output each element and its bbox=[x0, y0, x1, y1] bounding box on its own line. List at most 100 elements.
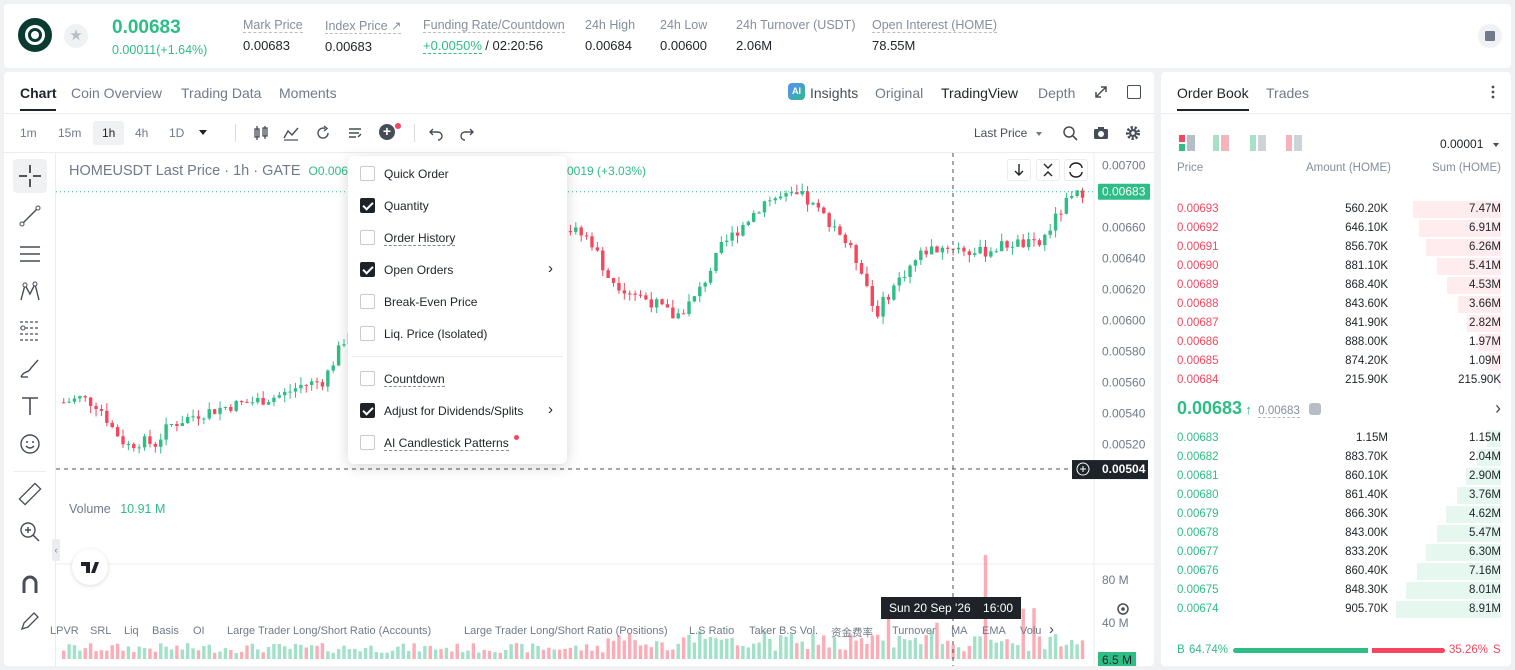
undo-icon[interactable] bbox=[428, 125, 444, 144]
indicator-ls-ratio[interactable]: L.S Ratio bbox=[689, 625, 735, 637]
bid-row[interactable]: 0.00682 883.70K 2.04M bbox=[1161, 448, 1511, 467]
checkbox[interactable] bbox=[360, 198, 375, 213]
brush-tool-icon[interactable] bbox=[18, 356, 42, 383]
stat-index-price[interactable]: Index Price ↗ 0.00683 bbox=[325, 18, 402, 54]
fibonacci-tool-icon[interactable] bbox=[18, 318, 42, 345]
timeframe-4h[interactable]: 4h bbox=[135, 126, 149, 140]
templates-icon[interactable] bbox=[347, 125, 363, 144]
text-tool-icon[interactable] bbox=[18, 394, 42, 421]
pattern-tool-icon[interactable] bbox=[18, 280, 42, 307]
tick-size-select[interactable]: 0.00001 bbox=[1440, 137, 1499, 151]
menu-item-liq-price[interactable]: Liq. Price (Isolated) bbox=[348, 318, 567, 348]
ask-row[interactable]: 0.00691 856.70K 6.26M bbox=[1161, 238, 1511, 257]
indicator-lpvr[interactable]: LPVR bbox=[50, 625, 79, 637]
indicator-basis[interactable]: Basis bbox=[152, 625, 179, 637]
checkbox[interactable] bbox=[360, 230, 375, 245]
ask-row[interactable]: 0.00689 868.40K 4.53M bbox=[1161, 276, 1511, 295]
tab-order-book[interactable]: Order Book bbox=[1177, 85, 1249, 101]
mid-price[interactable]: 0.00683 ↑ 0.00683 › bbox=[1177, 398, 1507, 424]
checkbox[interactable] bbox=[360, 166, 375, 181]
view-both-icon[interactable] bbox=[1179, 135, 1195, 154]
bid-row[interactable]: 0.00683 1.15M 1.15M bbox=[1161, 429, 1511, 448]
tab-moments[interactable]: Moments bbox=[279, 85, 337, 101]
menu-item-quick-order[interactable]: Quick Order bbox=[348, 158, 567, 188]
timeframe-1m[interactable]: 1m bbox=[20, 126, 37, 140]
view-bids-split-icon[interactable] bbox=[1213, 135, 1229, 154]
favorite-star-icon[interactable]: ★ bbox=[64, 24, 88, 48]
replay-icon[interactable] bbox=[315, 125, 331, 144]
candle-type-icon[interactable] bbox=[253, 125, 269, 144]
view-bids-icon[interactable] bbox=[1250, 135, 1266, 154]
bid-row[interactable]: 0.00677 833.20K 6.30M bbox=[1161, 543, 1511, 562]
ask-row[interactable]: 0.00692 646.10K 6.91M bbox=[1161, 219, 1511, 238]
ask-row[interactable]: 0.00693 560.20K 7.47M bbox=[1161, 200, 1511, 219]
indicator-ma[interactable]: MA bbox=[951, 625, 968, 637]
indicator-ema[interactable]: EMA bbox=[982, 625, 1006, 637]
more-options-icon[interactable] bbox=[1489, 84, 1497, 100]
checkbox[interactable] bbox=[360, 403, 375, 418]
ask-row[interactable]: 0.00687 841.90K 2.82M bbox=[1161, 314, 1511, 333]
price-chart[interactable]: 0.00700 0.00660 0.00640 0.00620 0.00600 0.005… bbox=[56, 153, 1154, 666]
timeframe-15m[interactable]: 15m bbox=[58, 126, 82, 140]
collapse-toolbar-icon[interactable]: ‹ bbox=[52, 539, 60, 561]
checkbox[interactable] bbox=[360, 294, 375, 309]
notebook-icon[interactable] bbox=[1478, 24, 1502, 48]
indicator-funding-rate[interactable]: 资金费率 bbox=[831, 627, 873, 639]
ruler-tool-icon[interactable] bbox=[18, 482, 42, 509]
trend-line-tool-icon[interactable] bbox=[18, 204, 42, 231]
menu-item-order-history[interactable]: Order History bbox=[348, 222, 567, 252]
menu-item-adjust-dividends[interactable]: Adjust for Dividends/Splits › bbox=[348, 395, 567, 425]
menu-item-countdown[interactable]: Countdown bbox=[348, 363, 567, 393]
menu-item-ai-candlestick[interactable]: AI Candlestick Patterns bbox=[348, 427, 567, 457]
view-depth[interactable]: Depth bbox=[1038, 85, 1076, 101]
emoji-tool-icon[interactable] bbox=[18, 432, 42, 459]
indicator-turnover[interactable]: Turnover bbox=[892, 625, 936, 637]
horizontal-lines-tool-icon[interactable] bbox=[18, 242, 42, 269]
indicators-icon[interactable] bbox=[283, 125, 299, 144]
bid-row[interactable]: 0.00674 905.70K 8.91M bbox=[1161, 600, 1511, 619]
collapse-icon[interactable] bbox=[1036, 159, 1060, 181]
magnet-tool-icon[interactable] bbox=[18, 573, 42, 600]
bid-row[interactable]: 0.00675 848.30K 8.01M bbox=[1161, 581, 1511, 600]
expand-icon[interactable] bbox=[1092, 83, 1110, 101]
timeframe-dropdown-icon[interactable] bbox=[199, 130, 207, 135]
checkbox[interactable] bbox=[360, 371, 375, 386]
menu-item-open-orders[interactable]: Open Orders › bbox=[348, 254, 567, 284]
time-axis-settings-icon[interactable] bbox=[1116, 602, 1130, 619]
checkbox[interactable] bbox=[360, 435, 375, 450]
timeframe-1d[interactable]: 1D bbox=[169, 126, 185, 140]
bid-row[interactable]: 0.00681 860.10K 2.90M bbox=[1161, 467, 1511, 486]
chevron-right-icon[interactable]: › bbox=[1049, 621, 1054, 638]
gear-icon[interactable] bbox=[1125, 125, 1141, 144]
window-icon[interactable] bbox=[1127, 85, 1141, 99]
ask-row[interactable]: 0.00688 843.60K 3.66M bbox=[1161, 295, 1511, 314]
crosshair-tool-icon[interactable] bbox=[13, 159, 47, 193]
indicator-lt-accounts[interactable]: Large Trader Long/Short Ratio (Accounts) bbox=[227, 625, 432, 637]
timeframe-1h[interactable]: 1h bbox=[93, 121, 125, 145]
search-icon[interactable] bbox=[1062, 125, 1078, 144]
redo-icon[interactable] bbox=[459, 125, 475, 144]
bid-row[interactable]: 0.00678 843.00K 5.47M bbox=[1161, 524, 1511, 543]
menu-item-break-even[interactable]: Break-Even Price bbox=[348, 286, 567, 316]
tab-chart[interactable]: Chart bbox=[20, 85, 57, 101]
tab-trading-data[interactable]: Trading Data bbox=[181, 85, 262, 101]
bid-row[interactable]: 0.00679 866.30K 4.62M bbox=[1161, 505, 1511, 524]
menu-item-quantity[interactable]: Quantity bbox=[348, 190, 567, 220]
indicator-liq[interactable]: Liq bbox=[124, 625, 139, 637]
ask-row[interactable]: 0.00686 888.00K 1.97M bbox=[1161, 333, 1511, 352]
indicator-volume[interactable]: Volu bbox=[1020, 625, 1042, 637]
ask-row[interactable]: 0.00684 215.90K 215.90K bbox=[1161, 371, 1511, 390]
reset-icon[interactable] bbox=[1064, 159, 1088, 181]
pencil-tool-icon[interactable] bbox=[18, 609, 42, 636]
view-original[interactable]: Original bbox=[875, 85, 924, 101]
view-tradingview[interactable]: TradingView bbox=[941, 85, 1019, 101]
camera-icon[interactable] bbox=[1093, 125, 1109, 144]
indicator-taker-vol[interactable]: Taker B.S Vol. bbox=[749, 625, 819, 637]
checkbox[interactable] bbox=[360, 326, 375, 341]
tab-coin-overview[interactable]: Coin Overview bbox=[71, 85, 163, 101]
insights-link[interactable]: Insights bbox=[810, 85, 859, 101]
checkbox[interactable] bbox=[360, 262, 375, 277]
indicator-srl[interactable]: SRL bbox=[90, 625, 112, 637]
ask-row[interactable]: 0.00685 874.20K 1.09M bbox=[1161, 352, 1511, 371]
add-settings-icon[interactable]: + bbox=[379, 124, 395, 140]
